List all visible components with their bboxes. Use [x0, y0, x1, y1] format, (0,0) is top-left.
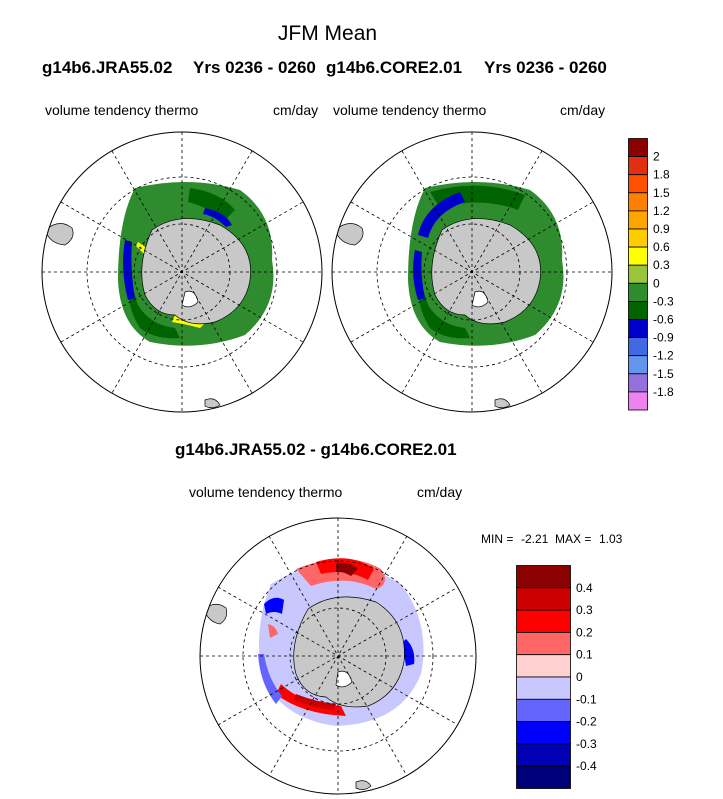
map-core2 — [331, 131, 613, 413]
colorbar-top-label: 1.8 — [653, 168, 670, 182]
colorbar-top-label: -0.3 — [653, 294, 674, 308]
map-difference — [199, 517, 477, 795]
colorbar-diff-label: 0 — [576, 670, 583, 684]
colorbar-top-box — [628, 300, 648, 320]
colorbar-diff-box — [516, 632, 571, 656]
colorbar-top-box — [628, 264, 648, 284]
colorbar-top-label: -1.8 — [653, 385, 674, 399]
panel2-years: Yrs 0236 - 0260 — [484, 58, 607, 77]
min-value: -2.21 — [521, 532, 549, 546]
panel2-units: cm/day — [560, 102, 606, 118]
colorbar-top-box — [628, 174, 648, 194]
colorbar-top-label: 0.3 — [653, 258, 670, 272]
map-jra55 — [41, 131, 323, 413]
panel2-variable: volume tendency thermo — [333, 102, 487, 118]
colorbar-diff-label: 0.4 — [576, 581, 593, 595]
colorbar-top-box — [628, 355, 648, 375]
colorbar-top-label: 2 — [653, 150, 660, 164]
colorbar-diff-box — [516, 609, 571, 633]
colorbar-top-box — [628, 210, 648, 230]
page-title: JFM Mean — [277, 22, 378, 45]
colorbar-top-label: 1.2 — [653, 204, 670, 218]
colorbar-top-box — [628, 228, 648, 248]
colorbar-top-box — [628, 192, 648, 212]
colorbar-diff-label: -0.4 — [576, 759, 597, 773]
colorbar-top-box — [628, 138, 648, 158]
panel1-case: g14b6.JRA55.02 — [42, 58, 173, 77]
diff-units: cm/day — [417, 484, 463, 500]
colorbar-top-box — [628, 282, 648, 302]
panel2-case: g14b6.CORE2.01 — [326, 58, 463, 77]
colorbar-diff-label: -0.1 — [576, 692, 597, 706]
colorbar-top: 2 1.8 1.5 1.2 0.9 0.6 0.3 0 -0.3 -0.6 -0.9 -1.2 -1.5… — [628, 138, 674, 411]
colorbar-top-label: -0.9 — [653, 331, 674, 345]
colorbar-diff: 0.4 0.3 0.2 0.1 0 -0.1 -0.2 -0.3 -0.4 — [516, 565, 597, 789]
diff-variable: volume tendency thermo — [189, 484, 343, 500]
colorbar-diff-box — [516, 654, 571, 678]
panel1-units: cm/day — [273, 102, 319, 118]
colorbar-diff-box — [516, 698, 571, 723]
colorbar-diff-box — [516, 676, 571, 700]
colorbar-top-box — [628, 337, 648, 357]
colorbar-top-label: 1.5 — [653, 186, 670, 200]
max-label: MAX = — [555, 532, 592, 546]
diff-title: g14b6.JRA55.02 - g14b6.CORE2.01 — [175, 440, 457, 459]
panel1-variable: volume tendency thermo — [45, 102, 199, 118]
colorbar-diff-label: 0.1 — [576, 648, 593, 662]
colorbar-top-label: 0 — [653, 276, 660, 290]
max-value: 1.03 — [599, 532, 623, 546]
colorbar-diff-box — [516, 743, 571, 767]
colorbar-top-label: -1.2 — [653, 349, 674, 363]
min-label: MIN = — [481, 532, 514, 546]
colorbar-top-label: -0.6 — [653, 313, 674, 327]
colorbar-diff-label: 0.3 — [576, 603, 593, 617]
colorbar-top-box — [628, 319, 648, 339]
colorbar-diff-box — [516, 765, 571, 789]
colorbar-top-label: 0.6 — [653, 240, 670, 254]
colorbar-diff-box — [516, 565, 571, 589]
colorbar-top-box — [628, 391, 648, 411]
colorbar-top-box — [628, 156, 648, 176]
colorbar-top-label: 0.9 — [653, 222, 670, 236]
colorbar-top-box — [628, 373, 648, 393]
panel1-years: Yrs 0236 - 0260 — [193, 58, 316, 77]
colorbar-diff-label: 0.2 — [576, 625, 593, 639]
colorbar-top-box — [628, 246, 648, 266]
colorbar-diff-box — [516, 721, 571, 745]
colorbar-diff-box — [516, 587, 571, 611]
colorbar-top-label: -1.5 — [653, 367, 674, 381]
colorbar-diff-label: -0.2 — [576, 715, 597, 729]
colorbar-diff-label: -0.3 — [576, 737, 597, 751]
